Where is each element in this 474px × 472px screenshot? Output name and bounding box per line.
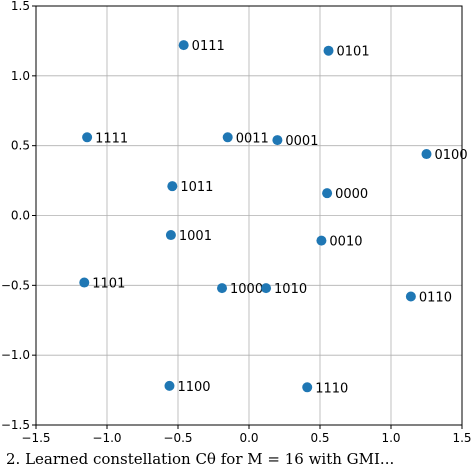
y-tick-label: 0.0 [11,209,30,223]
point-label: 1100 [177,380,210,395]
data-point [316,235,327,246]
data-point [421,149,432,160]
grid-lines [35,5,463,426]
data-point [323,45,334,56]
point-label: 0101 [337,45,370,60]
x-tick-label: 0.0 [239,431,258,445]
data-point [167,181,178,192]
point-label: 0000 [335,187,368,202]
figure-caption: 2. Learned constellation Cθ for M = 16 w… [6,450,395,468]
point-label: 1010 [274,282,307,297]
point-label: 0110 [419,291,452,306]
data-point [79,277,90,288]
point-label: 1001 [179,229,212,244]
point-label: 1000 [230,282,263,297]
x-tick-label: −1.0 [92,431,121,445]
point-label: 0011 [236,131,269,146]
point-label: 1111 [95,131,128,146]
point-label: 0111 [192,39,225,54]
data-points: 0111 0101 1111 0011 0001 0100 1011 0000 1001 0010… [79,39,468,396]
point-label: 0010 [329,235,362,250]
x-tick-label: 1.5 [452,431,471,445]
x-tick-label: −1.5 [21,431,50,445]
x-axis-ticks: −1.5 −1.0 −0.5 0.0 0.5 1.0 1.5 [21,425,472,445]
point-label: 1011 [180,180,213,195]
data-point [405,291,416,302]
point-label: 0001 [285,134,318,149]
point-label: 0100 [435,148,468,163]
data-point [222,132,233,143]
data-point [82,132,93,143]
data-point [322,188,333,199]
data-point [272,135,283,146]
data-point [302,382,313,393]
y-tick-label: 1.5 [11,0,30,13]
point-label: 1110 [315,381,348,396]
y-tick-label: −1.0 [1,348,30,362]
y-axis-ticks: −1.5 −1.0 −0.5 0.0 0.5 1.0 1.5 [1,0,36,432]
data-point [165,230,176,241]
data-point [217,283,228,294]
data-point [261,283,272,294]
y-tick-label: 1.0 [11,69,30,83]
y-tick-label: −1.5 [1,418,30,432]
point-label: 1101 [92,277,125,292]
data-point [178,40,189,51]
y-tick-label: 0.5 [11,139,30,153]
x-tick-label: 1.0 [381,431,400,445]
x-tick-label: 0.5 [310,431,329,445]
scatter-chart: −1.5 −1.0 −0.5 0.0 0.5 1.0 1.5 −1.5 −1.0 −0.5 0.0… [1,0,472,445]
y-tick-label: −0.5 [1,278,30,292]
data-point [164,380,175,391]
x-tick-label: −0.5 [163,431,192,445]
